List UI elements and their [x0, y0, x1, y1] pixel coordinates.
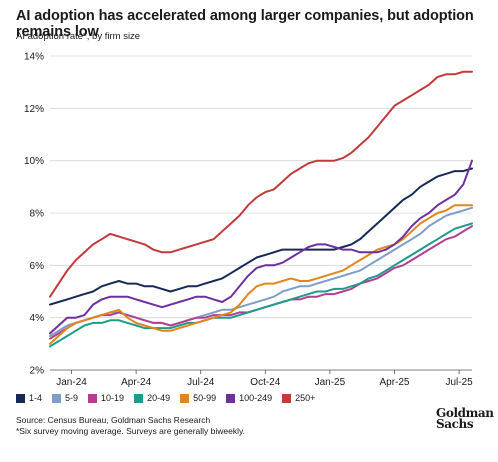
legend-swatch — [282, 393, 292, 403]
series-line-250+ — [49, 70, 473, 298]
legend-item-10-19: 10-19 — [88, 393, 124, 403]
logo-line-1: Goldman — [436, 406, 494, 420]
legend-swatch — [134, 393, 144, 403]
legend-item-100-249: 100-249 — [226, 393, 272, 403]
legend-label: 10-19 — [101, 393, 125, 403]
x-tick-label: Apr-25 — [379, 377, 409, 388]
y-tick-label: 14% — [24, 52, 44, 63]
y-tick-label: 10% — [24, 156, 44, 167]
legend-label: 250+ — [295, 393, 316, 403]
x-tick-label: Jul-24 — [187, 377, 215, 388]
x-tick-label: Apr-24 — [121, 377, 151, 388]
logo-line-2: Sachs — [436, 417, 474, 431]
legend-swatch — [226, 393, 236, 403]
chart-subtitle: AI adoption rate*, by firm size — [16, 31, 141, 42]
legend-swatch — [16, 393, 25, 403]
legend-swatch — [180, 393, 190, 403]
y-tick-label: 6% — [30, 261, 45, 272]
y-tick-label: 2% — [30, 366, 45, 377]
legend-swatch — [52, 393, 62, 403]
chart-title: AI adoption has accelerated among larger… — [16, 8, 474, 40]
x-tick-label: Jan-25 — [315, 377, 346, 388]
legend-label: 100-249 — [239, 393, 273, 403]
x-tick-label: Oct-24 — [250, 377, 280, 388]
legend-label: 20-49 — [147, 393, 171, 403]
series-line-5-9 — [49, 206, 473, 337]
legend-swatch — [88, 393, 98, 403]
series-line-100-249 — [49, 159, 473, 335]
legend-label: 5-9 — [65, 393, 79, 403]
legend-item-250+: 250+ — [282, 393, 315, 403]
x-tick-label: Jan-24 — [56, 377, 87, 388]
legend: 1-4 5-9 10-19 20-49 50-99 100-249 250+ — [16, 393, 315, 403]
series-line-20-49 — [49, 222, 473, 348]
legend-item-5-9: 5-9 — [52, 393, 78, 403]
x-tick-label: Jul-25 — [445, 377, 473, 388]
footer-notes: Source: Census Bureau, Goldman Sachs Res… — [16, 415, 245, 437]
y-tick-label: 8% — [30, 209, 45, 220]
legend-label: 50-99 — [193, 393, 217, 403]
footnote: *Six survey moving average. Surveys are … — [16, 426, 245, 436]
legend-item-20-49: 20-49 — [134, 393, 170, 403]
series-line-50-99 — [49, 204, 473, 345]
y-tick-label: 12% — [24, 104, 44, 115]
legend-label: 1-4 — [29, 393, 43, 403]
source-note: Source: Census Bureau, Goldman Sachs Res… — [16, 415, 211, 425]
series-line-1-4 — [49, 167, 473, 306]
legend-item-1-4: 1-4 — [16, 393, 42, 403]
goldman-sachs-logo: Goldman Sachs — [436, 406, 494, 431]
y-tick-label: 4% — [30, 313, 45, 324]
legend-item-50-99: 50-99 — [180, 393, 216, 403]
